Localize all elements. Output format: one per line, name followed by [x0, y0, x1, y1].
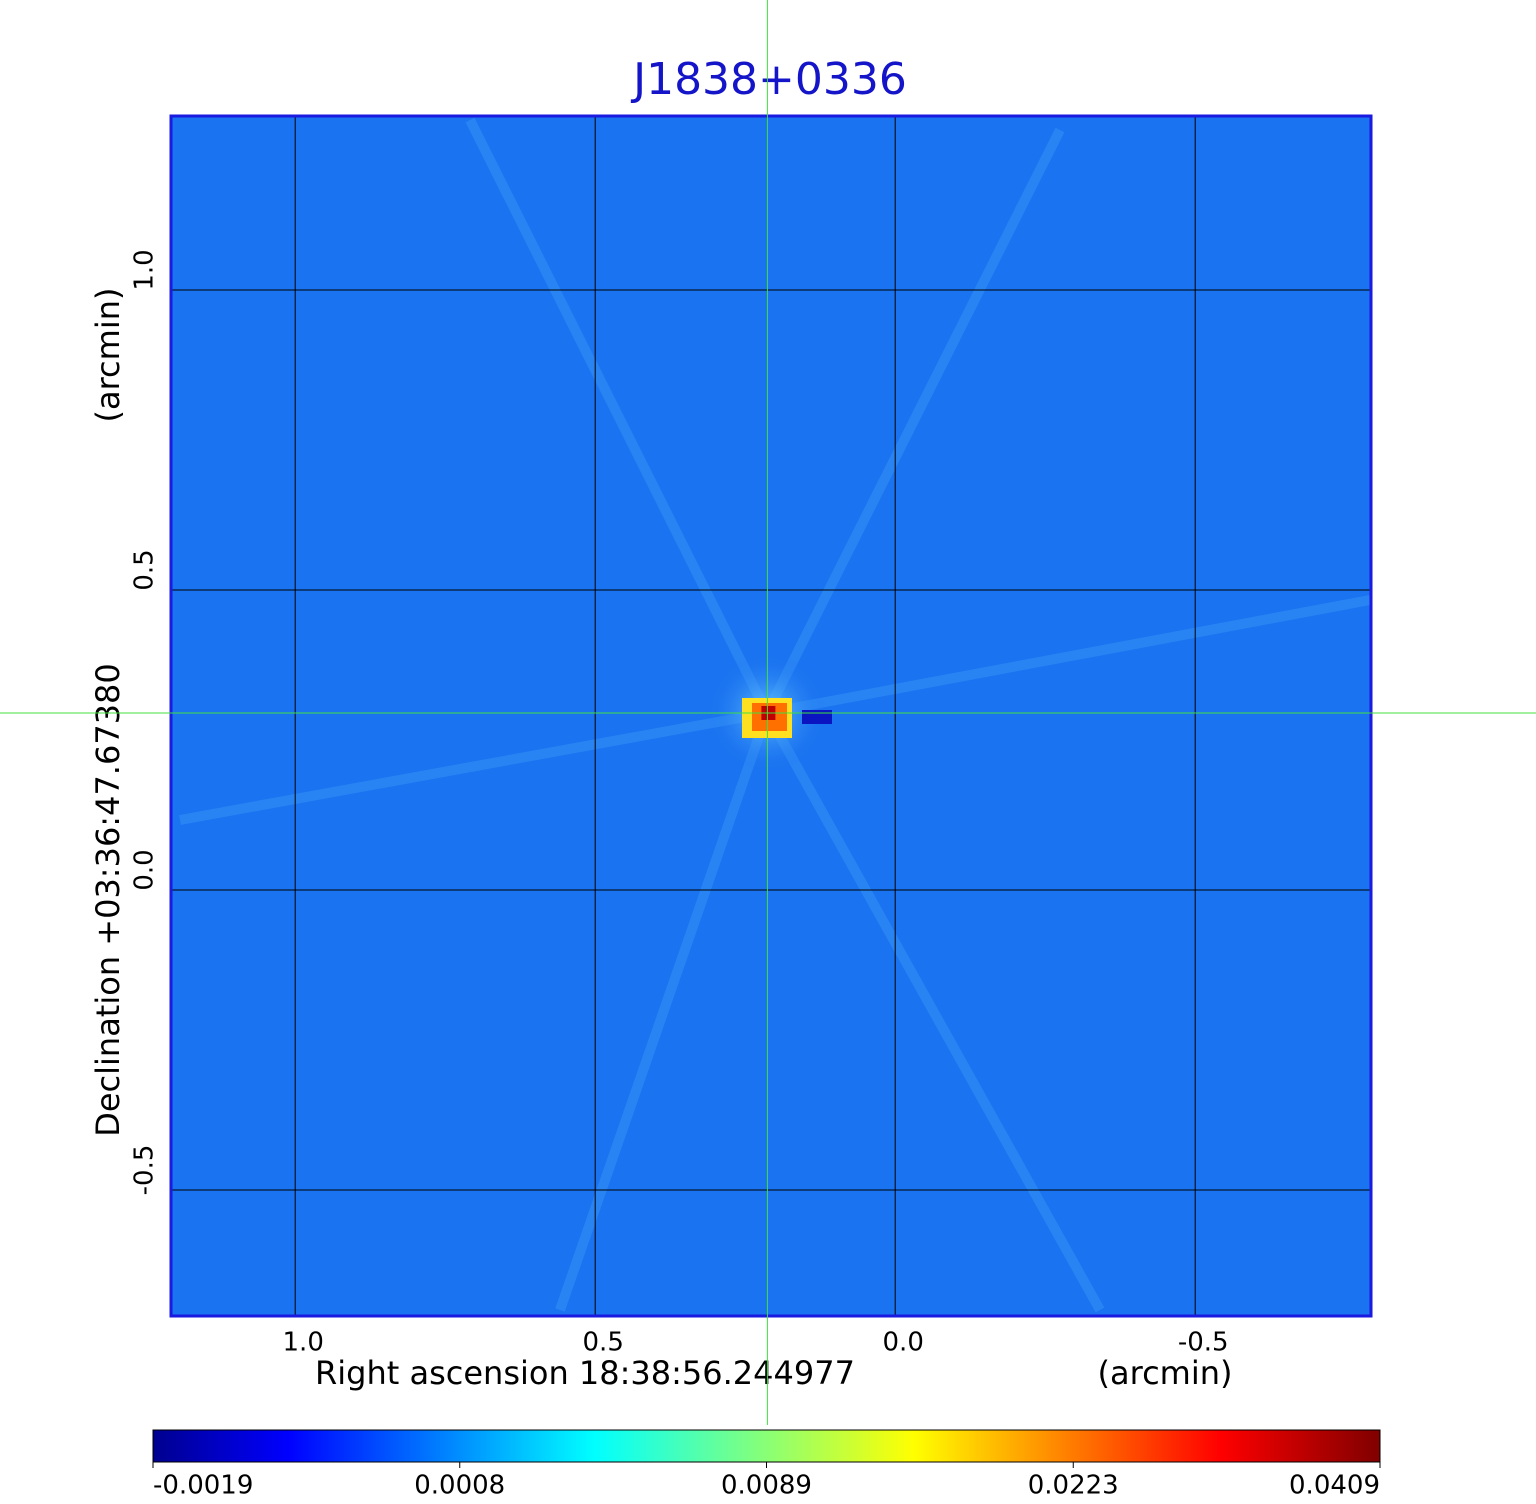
x-tick-label: 0.5 [583, 1328, 624, 1358]
image-streaks [179, 117, 1371, 1313]
colorbar-tick-label: 0.0223 [1028, 1471, 1119, 1501]
x-tick-label: 1.0 [283, 1328, 324, 1358]
x-tick-label: -0.5 [1178, 1328, 1229, 1358]
plot-area [171, 116, 1371, 1316]
y-axis-label: Declination +03:36:47.67380 [89, 663, 127, 1137]
y-tick-label: 1.0 [130, 249, 160, 290]
colorbar-tick-label: 0.0089 [721, 1471, 812, 1501]
colorbar [152, 1429, 1381, 1463]
colorbar-tick-label: -0.0019 [153, 1471, 253, 1501]
x-axis-label: Right ascension 18:38:56.244977 [315, 1354, 855, 1392]
x-tick-label: 0.0 [883, 1328, 924, 1358]
source-negative [802, 710, 832, 724]
plot-frame [169, 114, 1373, 1318]
colorbar-tick-label: 0.0409 [1289, 1471, 1380, 1501]
x-axis-unit: (arcmin) [1098, 1354, 1233, 1392]
y-tick-label: 0.0 [130, 849, 160, 890]
y-tick-label: -0.5 [130, 1145, 160, 1196]
y-axis-unit: (arcmin) [89, 288, 127, 423]
y-tick-label: 0.5 [130, 549, 160, 590]
chart-title: J1838+0336 [630, 54, 907, 105]
colorbar-tick-label: 0.0008 [414, 1471, 505, 1501]
